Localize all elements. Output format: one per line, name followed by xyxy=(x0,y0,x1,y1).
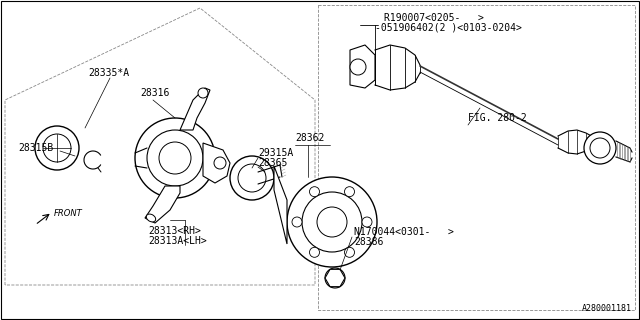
Circle shape xyxy=(590,138,610,158)
Polygon shape xyxy=(325,269,345,287)
Circle shape xyxy=(310,247,319,257)
Polygon shape xyxy=(203,143,230,183)
Text: 28313A<LH>: 28313A<LH> xyxy=(148,236,207,246)
Circle shape xyxy=(159,142,191,174)
Circle shape xyxy=(317,207,347,237)
Polygon shape xyxy=(145,186,180,223)
Text: 29315A: 29315A xyxy=(258,148,293,158)
Circle shape xyxy=(230,156,274,200)
Circle shape xyxy=(292,217,302,227)
Circle shape xyxy=(135,118,215,198)
Polygon shape xyxy=(274,166,287,244)
Circle shape xyxy=(147,130,203,186)
Text: 28315B: 28315B xyxy=(18,143,53,153)
Polygon shape xyxy=(180,88,210,130)
Text: 28386: 28386 xyxy=(354,237,383,247)
Circle shape xyxy=(329,272,341,284)
Circle shape xyxy=(344,247,355,257)
Circle shape xyxy=(584,132,616,164)
Text: 28313<RH>: 28313<RH> xyxy=(148,226,201,236)
Text: 28362: 28362 xyxy=(295,133,324,143)
Circle shape xyxy=(35,126,79,170)
Text: A280001181: A280001181 xyxy=(582,304,632,313)
Text: FIG. 280-2: FIG. 280-2 xyxy=(468,113,527,123)
Circle shape xyxy=(302,192,362,252)
Ellipse shape xyxy=(147,214,156,222)
Circle shape xyxy=(344,187,355,197)
Circle shape xyxy=(310,187,319,197)
Circle shape xyxy=(287,177,377,267)
Polygon shape xyxy=(350,45,375,88)
Text: 28365: 28365 xyxy=(258,158,287,168)
Text: FRONT: FRONT xyxy=(54,209,83,218)
Circle shape xyxy=(198,88,208,98)
Text: -051906402(2 )<0103-0204>: -051906402(2 )<0103-0204> xyxy=(375,23,522,33)
Circle shape xyxy=(214,157,226,169)
Text: N170044<0301-   >: N170044<0301- > xyxy=(354,227,454,237)
Circle shape xyxy=(238,164,266,192)
Circle shape xyxy=(350,59,366,75)
Text: 28316: 28316 xyxy=(140,88,170,98)
Circle shape xyxy=(325,268,345,288)
Circle shape xyxy=(362,217,372,227)
Circle shape xyxy=(43,134,71,162)
Text: 28335*A: 28335*A xyxy=(88,68,129,78)
Text: R190007<0205-   >: R190007<0205- > xyxy=(384,13,484,23)
